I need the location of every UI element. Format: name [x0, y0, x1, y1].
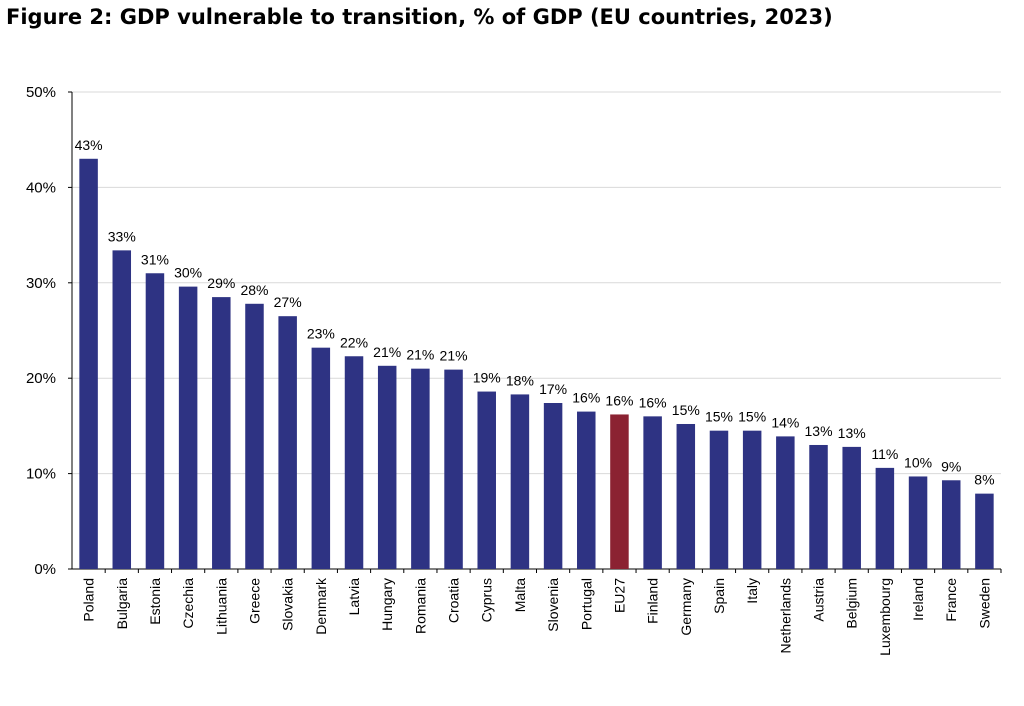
- x-tick-label: Croatia: [446, 578, 462, 623]
- data-label: 31%: [141, 251, 169, 267]
- data-label: 21%: [440, 348, 468, 364]
- bar-cyprus: [477, 391, 496, 569]
- bar-hungary: [377, 365, 397, 569]
- y-tick-label: 30%: [26, 275, 56, 292]
- bar-malta: [510, 394, 530, 569]
- y-tick-label: 20%: [26, 370, 56, 387]
- x-tick-label: Malta: [512, 578, 528, 612]
- bar-portugal: [577, 411, 596, 569]
- bar-bulgaria: [112, 250, 132, 569]
- bar-netherlands: [776, 436, 795, 569]
- data-label: 18%: [506, 372, 534, 388]
- data-label: 21%: [373, 344, 401, 360]
- y-tick-label: 40%: [26, 179, 56, 196]
- bar-romania: [411, 368, 430, 569]
- x-tick-label: Ireland: [910, 578, 926, 621]
- x-tick-label: Spain: [711, 578, 727, 614]
- bar-poland: [79, 158, 98, 569]
- data-label: 23%: [307, 326, 335, 342]
- bar-latvia: [344, 356, 364, 569]
- bar-lithuania: [212, 297, 231, 569]
- x-tick-label: Belgium: [844, 578, 860, 629]
- x-tick-label: Slovenia: [545, 578, 561, 632]
- bar-slovenia: [543, 403, 563, 569]
- x-tick-label: Poland: [81, 578, 97, 622]
- x-tick-label: Romania: [412, 578, 428, 634]
- data-label: 11%: [871, 446, 898, 462]
- x-tick-label: Slovakia: [280, 578, 296, 631]
- data-label: 16%: [605, 392, 633, 408]
- data-label: 21%: [406, 347, 434, 363]
- bar-greece: [245, 303, 264, 569]
- bar-italy: [742, 430, 762, 569]
- x-tick-label: Latvia: [346, 578, 362, 616]
- data-label: 15%: [705, 409, 733, 425]
- data-label: 28%: [240, 282, 268, 298]
- x-tick-label: Estonia: [147, 578, 163, 625]
- x-tick-label: France: [943, 578, 959, 622]
- bar-luxembourg: [875, 467, 895, 569]
- bar-czechia: [178, 286, 198, 569]
- x-tick-label: Bulgaria: [114, 578, 130, 630]
- data-label: 30%: [174, 265, 202, 281]
- bar-france: [941, 480, 961, 569]
- bar-estonia: [145, 273, 165, 569]
- data-label: 43%: [75, 137, 103, 153]
- x-tick-label: Luxembourg: [877, 578, 893, 656]
- x-tick-label: Hungary: [379, 578, 395, 631]
- data-label: 17%: [539, 381, 567, 397]
- data-label: 9%: [941, 458, 961, 474]
- data-label: 13%: [805, 423, 833, 439]
- bar-denmark: [311, 347, 331, 569]
- bar-germany: [676, 423, 696, 569]
- data-label: 27%: [274, 294, 302, 310]
- x-tick-label: Lithuania: [213, 578, 229, 635]
- bar-finland: [643, 416, 662, 569]
- x-tick-label: Denmark: [313, 577, 329, 635]
- x-tick-label: EU27: [611, 578, 627, 613]
- bar-ireland: [908, 476, 928, 569]
- x-tick-label: Portugal: [578, 578, 594, 630]
- data-label: 19%: [473, 370, 501, 386]
- data-label: 22%: [340, 334, 368, 350]
- x-tick-label: Germany: [678, 578, 694, 636]
- data-label: 29%: [207, 275, 235, 291]
- x-tick-label: Austria: [811, 578, 827, 622]
- y-tick-label: 50%: [26, 84, 56, 101]
- bar-croatia: [444, 369, 463, 569]
- bar-belgium: [842, 446, 861, 569]
- data-label: 10%: [904, 454, 932, 470]
- data-label: 15%: [738, 409, 766, 425]
- data-label: 8%: [974, 472, 994, 488]
- bar-austria: [809, 444, 828, 569]
- x-tick-label: Netherlands: [777, 578, 793, 654]
- data-label: 13%: [838, 425, 866, 441]
- bar-slovakia: [278, 316, 297, 569]
- bar-sweden: [975, 493, 994, 569]
- data-label: 33%: [108, 228, 136, 244]
- data-label: 15%: [672, 402, 700, 418]
- x-tick-label: Cyprus: [479, 578, 495, 622]
- x-tick-label: Finland: [645, 578, 661, 624]
- bar-eu27: [610, 414, 629, 569]
- x-tick-label: Greece: [246, 578, 262, 624]
- x-tick-label: Sweden: [976, 578, 992, 629]
- chart-title: Figure 2: GDP vulnerable to transition, …: [6, 5, 833, 29]
- x-tick-label: Czechia: [180, 578, 196, 629]
- data-label: 16%: [572, 390, 600, 406]
- y-tick-label: 0%: [34, 561, 56, 578]
- data-label: 16%: [639, 394, 667, 410]
- data-label: 14%: [771, 414, 799, 430]
- x-tick-label: Italy: [744, 578, 760, 604]
- bar-spain: [709, 430, 729, 569]
- y-tick-label: 10%: [26, 466, 56, 483]
